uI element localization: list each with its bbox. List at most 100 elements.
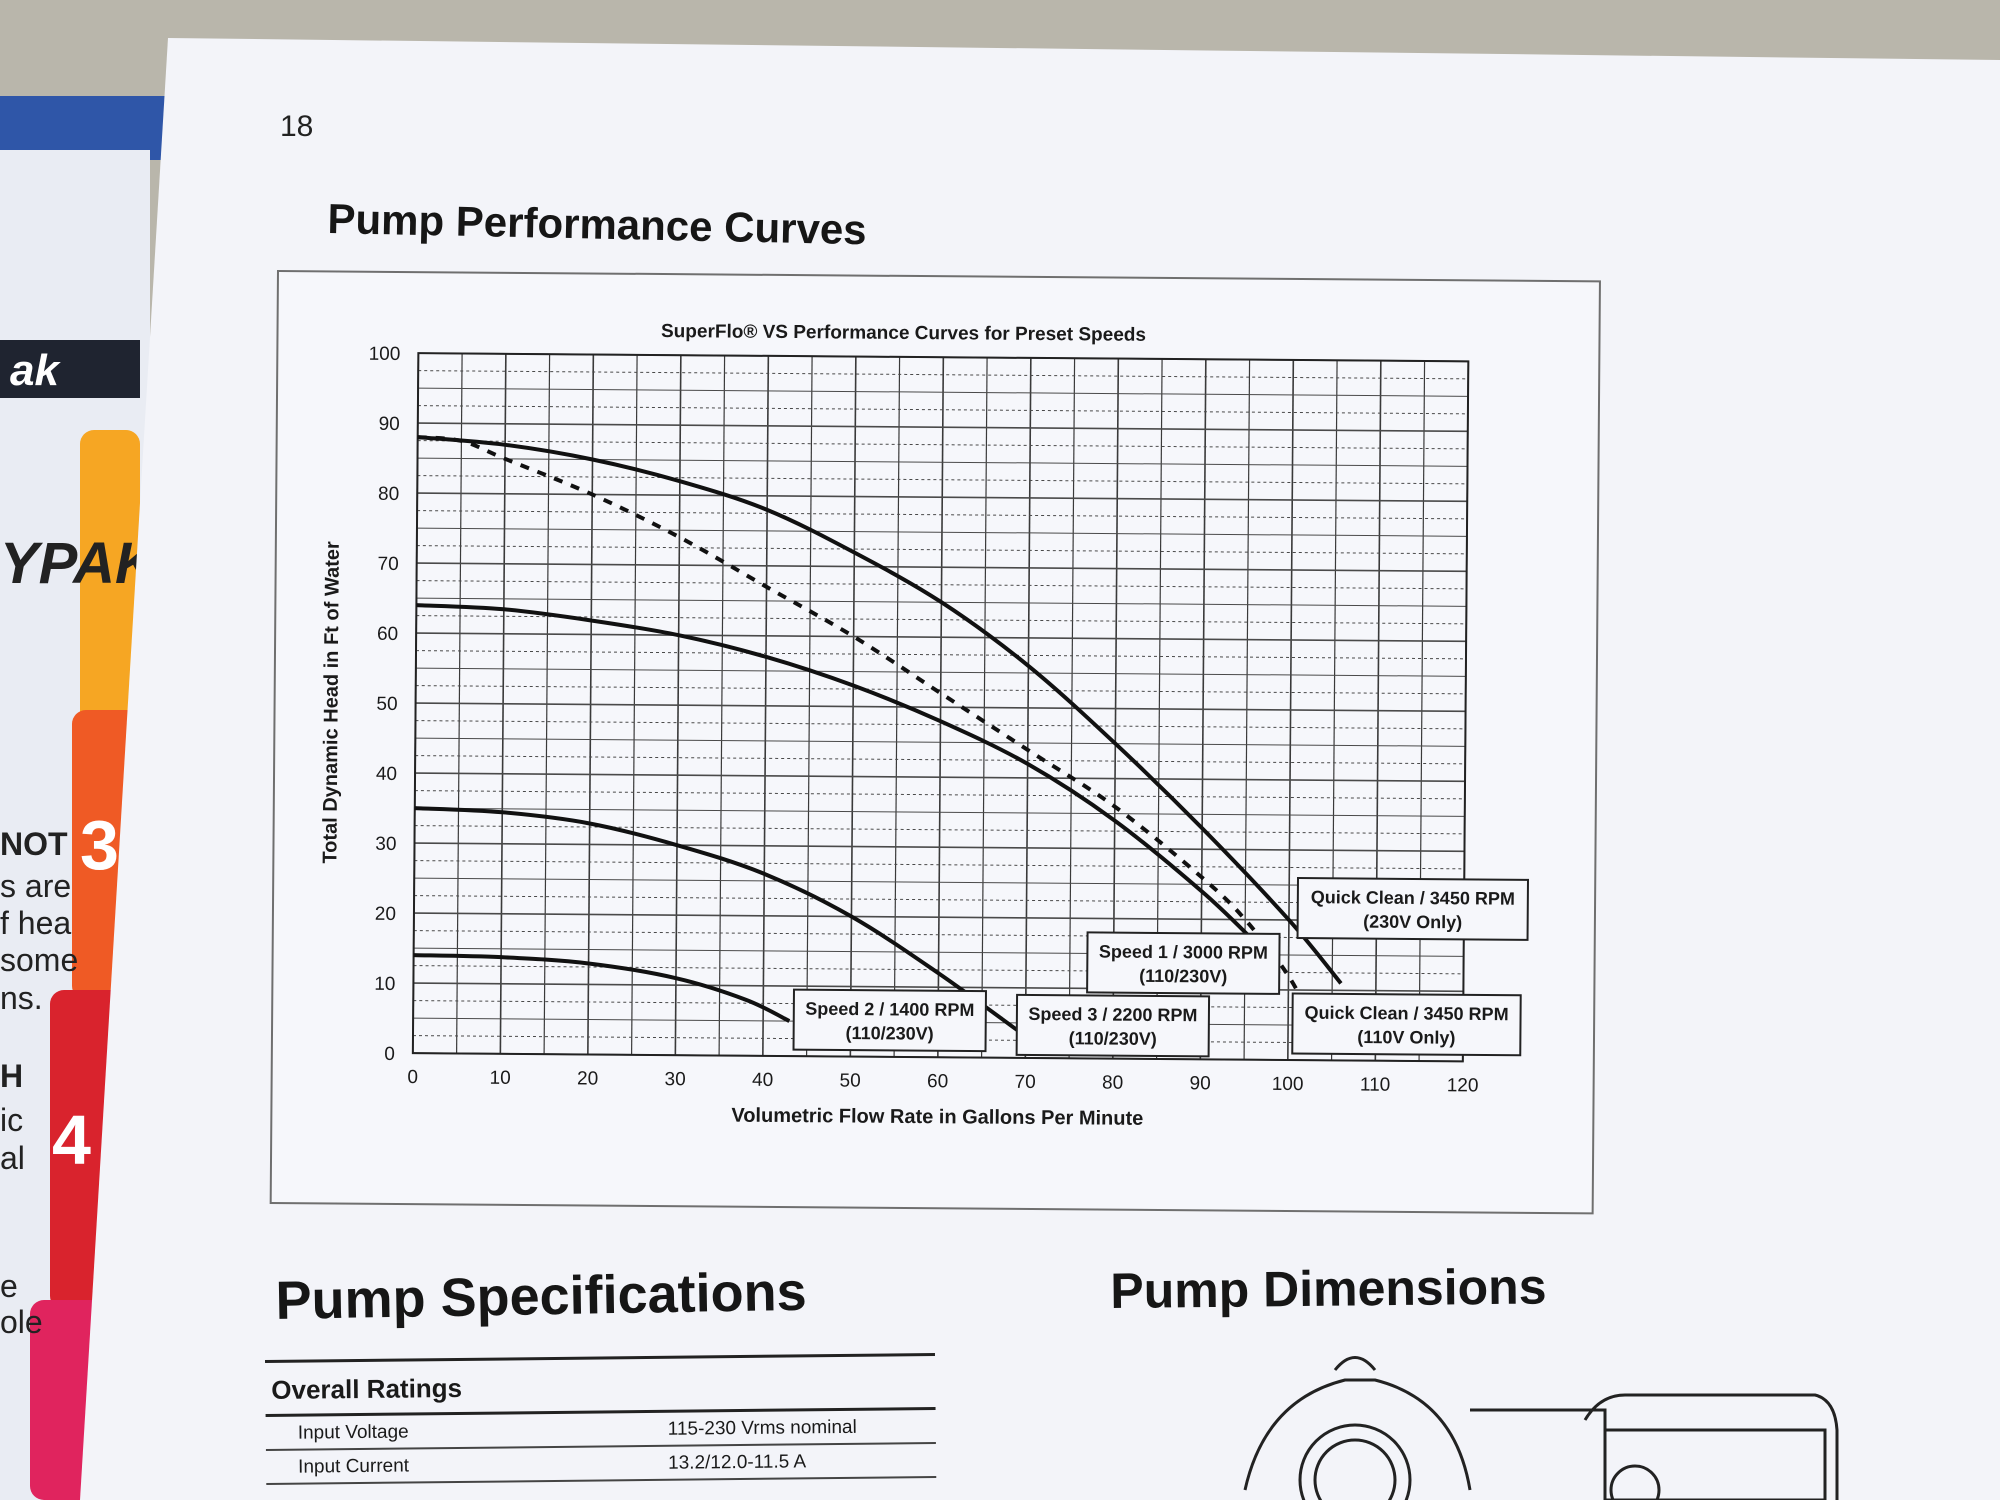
x-tick-label: 80 bbox=[1102, 1073, 1123, 1094]
grid-line-horizontal bbox=[413, 930, 1464, 940]
grid-line-horizontal bbox=[417, 422, 1468, 433]
grid-line-horizontal bbox=[413, 965, 1464, 975]
x-tick-label: 0 bbox=[407, 1067, 418, 1088]
series-line bbox=[416, 603, 1256, 943]
pump-housing-outline bbox=[1243, 1378, 1472, 1491]
background-brand-band: ak bbox=[0, 340, 140, 398]
x-tick-label: 90 bbox=[1189, 1073, 1210, 1094]
spec-heading: Overall Ratings bbox=[265, 1355, 936, 1417]
grid-line-horizontal bbox=[414, 842, 1465, 853]
background-text-9: ole bbox=[0, 1304, 43, 1340]
y-tick-label: 70 bbox=[377, 554, 398, 575]
background-text-6: ic bbox=[0, 1102, 24, 1138]
grid-line-horizontal bbox=[417, 405, 1468, 415]
spec-label: Input Voltage bbox=[297, 1421, 409, 1444]
background-text-7: al bbox=[0, 1140, 25, 1176]
series-line bbox=[417, 435, 1343, 985]
grid-line-horizontal bbox=[414, 825, 1465, 835]
series-label: Speed 1 / 3000 RPM bbox=[1099, 941, 1268, 962]
series-label: Speed 2 / 1400 RPM bbox=[805, 999, 974, 1020]
series-label: (110/230V) bbox=[1139, 966, 1227, 987]
series-label: (110/230V) bbox=[846, 1023, 934, 1044]
grid-line-horizontal bbox=[415, 755, 1466, 765]
x-tick-label: 10 bbox=[490, 1068, 511, 1089]
y-tick-label: 10 bbox=[374, 974, 395, 995]
grid-line-horizontal bbox=[416, 545, 1467, 555]
grid-line-horizontal bbox=[417, 475, 1468, 485]
plot-area-border bbox=[411, 352, 1470, 1063]
grid-line-horizontal bbox=[416, 527, 1467, 537]
pump-body-outline bbox=[1470, 1408, 1607, 1500]
pump-dimension-drawing bbox=[1243, 1356, 1839, 1500]
y-tick-label: 60 bbox=[377, 624, 398, 645]
spec-label: Input Current bbox=[298, 1455, 410, 1478]
tab-number-4: 4 bbox=[52, 1101, 91, 1179]
grid-line-horizontal bbox=[418, 387, 1469, 397]
background-text-3: some bbox=[0, 942, 79, 978]
y-tick-label: 50 bbox=[376, 694, 397, 715]
section-title-dimensions: Pump Dimensions bbox=[1110, 1258, 1547, 1319]
series-label: (110/230V) bbox=[1069, 1028, 1157, 1049]
grid-line-horizontal bbox=[413, 947, 1464, 957]
series-label-box bbox=[792, 988, 987, 1053]
pump-bolt-circle bbox=[1609, 1464, 1661, 1500]
series-label: Speed 3 / 2200 RPM bbox=[1028, 1004, 1197, 1025]
spec-value: 13.2/12.0-11.5 A bbox=[667, 1451, 807, 1474]
grid-line-horizontal bbox=[415, 772, 1466, 783]
y-tick-label: 100 bbox=[369, 344, 401, 365]
background-text-4: ns. bbox=[0, 980, 43, 1016]
tab-number-3: 3 bbox=[80, 806, 119, 884]
pump-motor-outline bbox=[1583, 1393, 1839, 1500]
series-label-box bbox=[1086, 931, 1281, 995]
y-tick-label: 20 bbox=[375, 904, 396, 925]
grid-line-horizontal bbox=[416, 615, 1467, 625]
pump-port-inner-circle bbox=[1313, 1438, 1397, 1500]
grid-line-horizontal bbox=[415, 702, 1466, 713]
background-brand-fragment: ak bbox=[10, 346, 59, 395]
series-label: Quick Clean / 3450 RPM bbox=[1304, 1003, 1508, 1025]
background-text-not: NOT bbox=[0, 826, 68, 862]
grid-line-horizontal bbox=[414, 807, 1465, 817]
grid-line-horizontal bbox=[416, 650, 1466, 660]
x-tick-label: 120 bbox=[1447, 1075, 1479, 1096]
series-label-box bbox=[1015, 993, 1211, 1058]
y-tick-label: 80 bbox=[378, 484, 399, 505]
x-tick-label: 110 bbox=[1360, 1075, 1390, 1096]
grid-line-horizontal bbox=[416, 632, 1467, 643]
series-label: (110V Only) bbox=[1357, 1027, 1455, 1048]
x-tick-label: 20 bbox=[577, 1068, 598, 1089]
grid-line-horizontal bbox=[414, 790, 1465, 800]
background-blue-binder bbox=[0, 96, 180, 160]
series-label: Quick Clean / 3450 RPM bbox=[1311, 887, 1515, 909]
grid-line-horizontal bbox=[417, 510, 1468, 520]
grid-line-horizontal bbox=[415, 720, 1466, 730]
y-tick-label: 0 bbox=[384, 1044, 395, 1065]
grid-line-horizontal bbox=[414, 877, 1465, 887]
series-line bbox=[413, 953, 791, 1023]
performance-chart: 0 10 20 30 40 50 60 70 80 90 100 110 120 0 10 20 30 40 50 6… bbox=[319, 321, 1530, 1130]
y-tick-label: 30 bbox=[375, 834, 396, 855]
spec-value: 115-230 Vrms nominal bbox=[667, 1416, 857, 1440]
series-line bbox=[417, 435, 1317, 1027]
series-label-box bbox=[1291, 992, 1522, 1057]
x-tick-label: 60 bbox=[927, 1071, 948, 1092]
background-text-ypak: YPAK bbox=[0, 531, 157, 596]
grid-line-horizontal bbox=[416, 562, 1467, 573]
grid-line-horizontal bbox=[415, 685, 1466, 695]
section-title-specs: Pump Specifications bbox=[275, 1261, 808, 1331]
x-tick-label: 100 bbox=[1272, 1074, 1304, 1095]
grid-line-horizontal bbox=[418, 370, 1469, 380]
background-text-1: s are bbox=[0, 868, 72, 904]
background-text-5: H bbox=[0, 1058, 24, 1094]
x-tick-label: 70 bbox=[1014, 1072, 1035, 1093]
y-axis-label: Total Dynamic Head in Ft of Water bbox=[319, 541, 344, 864]
spec-row: Input Current 13.2/12.0-11.5 A bbox=[265, 1443, 937, 1485]
page-number: 18 bbox=[280, 110, 314, 143]
series-label: (230V Only) bbox=[1363, 912, 1462, 933]
y-tick-label: 90 bbox=[379, 414, 400, 435]
x-axis-label: Volumetric Flow Rate in Gallons Per Minu… bbox=[731, 1105, 1143, 1130]
series-label-box bbox=[1296, 877, 1530, 941]
pump-port-circle bbox=[1298, 1423, 1412, 1500]
grid-line-horizontal bbox=[417, 440, 1468, 450]
grid-line-horizontal bbox=[416, 580, 1467, 590]
